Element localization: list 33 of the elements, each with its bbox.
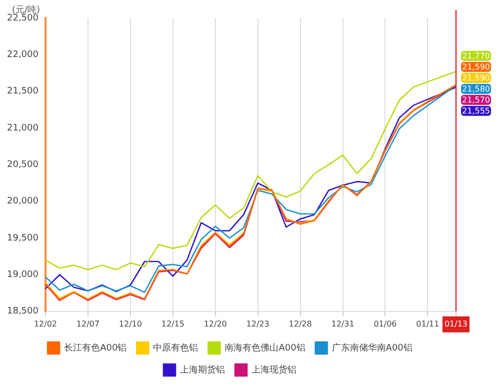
- data-label: 21,770: [462, 51, 490, 60]
- legend-label: 南海有色佛山A00铝: [224, 342, 306, 354]
- legend-label: 上海期货铝: [180, 364, 225, 376]
- y-axis-title: (元/吨): [12, 4, 40, 16]
- legend-label: 长江有色A00铝: [64, 342, 127, 354]
- x-tick-label: 12/31: [331, 319, 354, 328]
- x-tick-label: 01/13: [444, 319, 468, 328]
- x-tick-label: 01/06: [374, 319, 397, 328]
- data-label: 21,555: [462, 106, 490, 116]
- x-tick-label: 12/20: [204, 319, 227, 328]
- x-tick-label: 12/07: [76, 319, 100, 328]
- x-tick-label: 12/02: [34, 319, 58, 328]
- legend-label: 广东南储华南A00铝: [332, 342, 412, 354]
- y-tick-label: 21,500: [6, 86, 39, 97]
- x-tick-label: 01/11: [416, 319, 440, 328]
- y-tick-label: 19,500: [6, 233, 39, 244]
- y-tick-label: 19,000: [6, 270, 39, 280]
- legend-label: 中原有色铝: [153, 342, 198, 354]
- x-tick-label: 12/28: [288, 319, 312, 328]
- x-tick-label: 12/10: [118, 319, 142, 328]
- x-tick-label: 12/15: [161, 319, 184, 328]
- data-label: 21,580: [462, 84, 490, 94]
- data-label: 21,590: [462, 73, 490, 82]
- y-tick-label: 22,000: [6, 50, 39, 60]
- y-tick-label: 22,500: [6, 13, 39, 24]
- data-label: 21,590: [462, 62, 490, 72]
- y-tick-label: 18,500: [6, 306, 39, 317]
- x-tick-label: 12/23: [246, 319, 270, 328]
- y-tick-label: 20,500: [6, 160, 39, 170]
- legend-label: 上海现货铝: [252, 364, 296, 376]
- y-tick-label: 21,000: [6, 123, 39, 134]
- y-tick-label: 20,000: [6, 196, 39, 207]
- data-label: 21,570: [462, 95, 490, 104]
